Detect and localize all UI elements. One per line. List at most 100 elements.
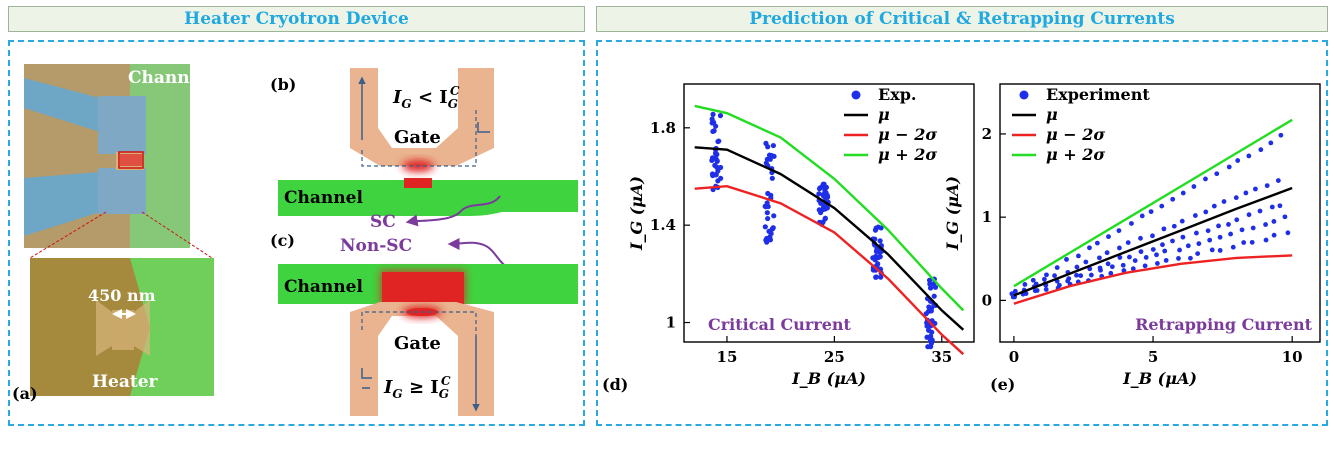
x-tick-label-0-2: 35 [931, 348, 952, 366]
hotspot-small [404, 178, 432, 188]
data-point [1142, 263, 1148, 269]
data-point [770, 225, 776, 232]
data-point [1120, 262, 1126, 268]
legend-label-1-0: Experiment [1046, 85, 1150, 104]
data-point [1052, 273, 1057, 279]
data-point [1257, 208, 1263, 214]
data-point [1155, 261, 1160, 266]
data-point [770, 142, 776, 149]
data-point [1211, 203, 1217, 209]
data-point [1214, 171, 1220, 177]
data-point [1022, 282, 1028, 287]
data-point [1064, 257, 1069, 262]
data-point [713, 123, 719, 129]
data-point [1125, 240, 1131, 246]
data-point [1116, 228, 1122, 234]
data-point [712, 162, 718, 169]
gate-current-path-bottom [361, 311, 477, 336]
data-point [1195, 251, 1201, 256]
data-point [718, 164, 724, 171]
legend-label-0-2: μ − 2σ [878, 125, 937, 144]
legend-label-0-1: μ [878, 105, 890, 124]
gate-top-shape [350, 68, 494, 166]
data-point [715, 138, 721, 145]
data-point [1106, 234, 1111, 240]
data-point [924, 323, 930, 329]
x-tick-label-1-1: 5 [1148, 348, 1158, 366]
x-axis-label-1: I_B (μA) [1122, 369, 1197, 388]
gate-label-bottom: Gate [394, 333, 441, 354]
data-point [929, 329, 935, 335]
data-point [1043, 287, 1049, 292]
data-point [1217, 248, 1223, 253]
data-point [1230, 244, 1236, 250]
data-point [710, 172, 716, 179]
channel-label-bottom: Channel [284, 277, 363, 297]
data-point [1271, 232, 1277, 238]
data-point [710, 128, 716, 135]
data-point [927, 285, 934, 291]
data-point [824, 192, 830, 198]
data-point [1034, 288, 1040, 293]
data-point [926, 277, 933, 283]
right-frame [596, 40, 1328, 426]
data-point [1264, 183, 1270, 189]
data-point [1117, 245, 1122, 251]
data-point [929, 337, 935, 343]
data-point [713, 151, 719, 157]
data-point [1241, 240, 1247, 245]
data-point [718, 175, 724, 181]
data-point [1087, 245, 1092, 251]
data-point [1176, 256, 1181, 261]
data-point [710, 111, 716, 117]
data-point [763, 140, 769, 146]
data-point [764, 239, 770, 245]
gate-current-path-top [361, 110, 477, 167]
data-point [1094, 240, 1100, 246]
data-point [877, 238, 883, 244]
data-point [1108, 270, 1114, 276]
legend-label-0-3: μ + 2σ [878, 145, 937, 164]
data-point [1228, 231, 1234, 237]
data-point [1233, 195, 1239, 201]
width-label: 450 nm [88, 286, 156, 305]
data-point [1196, 241, 1202, 247]
data-point [923, 311, 929, 317]
chart-title-1: Retrapping Current [1135, 315, 1313, 334]
data-point [763, 204, 769, 210]
sem-top-image [24, 64, 190, 248]
panel-c-label: (c) [270, 231, 295, 250]
data-point [717, 113, 724, 119]
data-point [1129, 221, 1134, 226]
data-point [927, 281, 933, 287]
data-point [1154, 252, 1159, 258]
legend-label-1-2: μ − 2σ [1046, 125, 1105, 144]
data-point [1171, 223, 1177, 229]
data-point [1203, 209, 1209, 215]
x-tick-label-0-1: 25 [824, 348, 845, 366]
chart-title-0: Critical Current [708, 315, 852, 334]
data-point [1083, 259, 1089, 265]
data-point [820, 181, 826, 187]
data-point [1275, 178, 1281, 183]
data-point [816, 207, 822, 213]
data-point [818, 200, 824, 206]
data-point [821, 204, 827, 210]
data-point [872, 257, 878, 263]
heater-label: Heater [92, 372, 159, 392]
data-point [765, 215, 771, 222]
data-point [1191, 184, 1197, 189]
data-point [816, 191, 822, 197]
series-line-1-0 [1013, 186, 1293, 297]
data-point [878, 274, 884, 280]
plot-frame-0 [683, 83, 975, 343]
data-point [1139, 213, 1145, 219]
y-tick-label-1-0: 0 [982, 291, 992, 309]
data-point [764, 210, 770, 216]
data-point [1243, 190, 1249, 196]
data-point [1192, 213, 1198, 218]
data-point [1065, 278, 1071, 284]
data-point [767, 156, 773, 162]
cond-lt-label: IG < IGC [392, 84, 460, 111]
data-point [1209, 247, 1215, 253]
